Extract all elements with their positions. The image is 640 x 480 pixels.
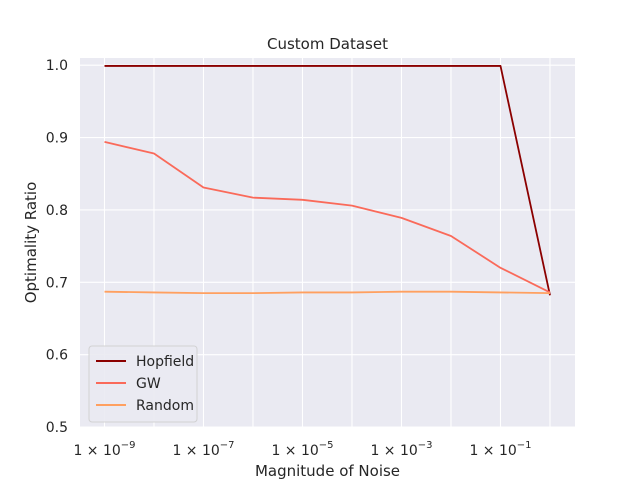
x-tick-label: 1 × 10−5 — [271, 440, 333, 459]
y-tick-label: 0.9 — [46, 131, 68, 147]
series-line-random — [104, 290, 551, 295]
x-tick-label: 1 × 10−7 — [172, 440, 234, 459]
series-lines — [104, 65, 551, 296]
y-tick-label: 0.5 — [46, 420, 68, 436]
tick-labels: 0.5 0.6 0.7 0.8 0.9 1.0 1 × 10−9 1 × 10−7 1 × 10… — [46, 58, 532, 459]
grid-lines — [80, 58, 575, 428]
y-tick-label: 0.7 — [46, 275, 68, 291]
legend-label-gw: GW — [136, 376, 161, 392]
x-tick-label: 1 × 10−1 — [469, 440, 531, 459]
x-tick-label: 1 × 10−9 — [73, 440, 135, 459]
series-line-hopfield — [104, 65, 551, 296]
x-tick-label: 1 × 10−3 — [370, 440, 432, 459]
y-axis-label: Optimality Ratio — [22, 182, 40, 304]
x-axis-label: Magnitude of Noise — [255, 462, 400, 480]
chart-title: Custom Dataset — [267, 35, 388, 53]
legend-label-hopfield: Hopfield — [136, 354, 194, 370]
legend-box — [88, 345, 198, 423]
y-tick-label: 0.8 — [46, 203, 68, 219]
legend: Hopfield GW Random — [88, 345, 198, 423]
y-tick-label: 0.6 — [46, 348, 68, 364]
legend-label-random: Random — [136, 398, 194, 414]
y-tick-label: 1.0 — [46, 58, 68, 74]
series-line-gw — [104, 141, 551, 294]
